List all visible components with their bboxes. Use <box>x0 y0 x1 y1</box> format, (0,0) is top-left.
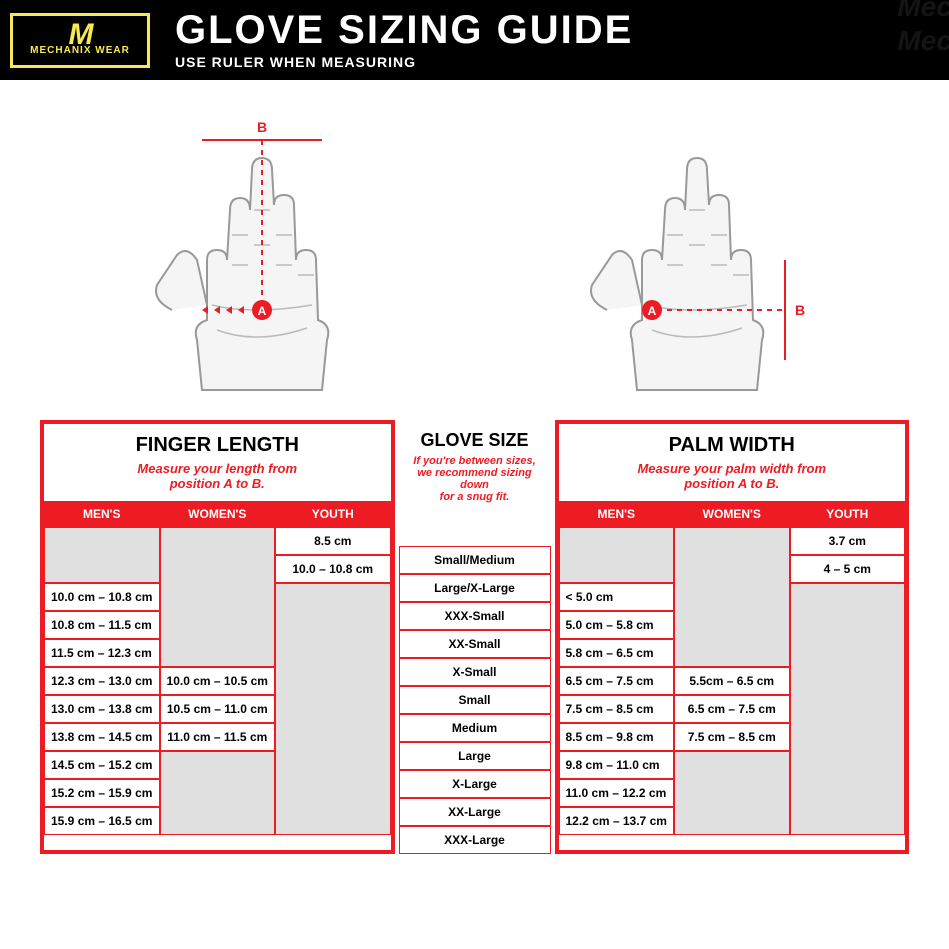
label-b: B <box>257 119 267 135</box>
glove-size-cell: XX-Small <box>399 630 551 658</box>
table-cell: 15.9 cm – 16.5 cm <box>44 807 160 835</box>
table-cell: 6.5 cm – 7.5 cm <box>559 667 675 695</box>
palm-rows: 3.7 cm4 – 5 cm < 5.0 cm5.0 cm – 5.8 cm5.8… <box>559 527 906 835</box>
table-cell <box>160 527 276 667</box>
glove-size-header: GLOVE SIZE If you're between sizes, we r… <box>399 420 551 513</box>
palm-width-diagram: B A <box>517 110 867 410</box>
hand-finger-svg: B A <box>82 110 432 410</box>
table-cell: 11.0 cm – 12.2 cm <box>559 779 675 807</box>
sizing-tables: FINGER LENGTH Measure your length from p… <box>0 420 949 874</box>
table-cell <box>674 527 790 667</box>
col-mens: MEN'S <box>44 501 160 527</box>
table-cell: 15.2 cm – 15.9 cm <box>44 779 160 807</box>
glove-size-cell: X-Small <box>399 658 551 686</box>
palm-col-headers: MEN'S WOMEN'S YOUTH <box>559 501 906 527</box>
glove-size-cell: Large/X-Large <box>399 574 551 602</box>
glove-size-column: GLOVE SIZE If you're between sizes, we r… <box>395 420 555 854</box>
table-cell: 10.0 – 10.8 cm <box>275 555 391 583</box>
table-cell: 7.5 cm – 8.5 cm <box>559 695 675 723</box>
col-mens-2: MEN'S <box>559 501 675 527</box>
table-cell: 10.5 cm – 11.0 cm <box>160 695 276 723</box>
table-cell: 10.0 cm – 10.8 cm <box>44 583 160 611</box>
glove-size-rows: Small/MediumLarge/X-LargeXXX-SmallXX-Sma… <box>399 546 551 854</box>
table-cell: 8.5 cm – 9.8 cm <box>559 723 675 751</box>
glove-size-cell: Medium <box>399 714 551 742</box>
table-cell: 10.0 cm – 10.5 cm <box>160 667 276 695</box>
finger-table-subtitle: Measure your length from position A to B… <box>52 461 383 491</box>
table-cell: 9.8 cm – 11.0 cm <box>559 751 675 779</box>
glove-size-cell: Large <box>399 742 551 770</box>
glove-size-cell: XXX-Large <box>399 826 551 854</box>
finger-col-headers: MEN'S WOMEN'S YOUTH <box>44 501 391 527</box>
finger-length-diagram: B A <box>82 110 432 410</box>
col-youth-2: YOUTH <box>790 501 906 527</box>
glove-size-cell: Small <box>399 686 551 714</box>
brand-logo: M MECHANIX WEAR <box>10 13 150 68</box>
glove-size-cell: XX-Large <box>399 798 551 826</box>
table-cell <box>674 751 790 835</box>
hand-diagrams: B A B A <box>0 80 949 420</box>
glove-size-cell: X-Large <box>399 770 551 798</box>
page-subtitle: USE RULER WHEN MEASURING <box>175 54 633 70</box>
palm-width-table: PALM WIDTH Measure your palm width from … <box>555 420 910 854</box>
label-a-2: A <box>647 304 656 318</box>
glove-size-subtitle: If you're between sizes, we recommend si… <box>403 455 547 503</box>
table-cell <box>790 583 906 835</box>
col-womens-2: WOMEN'S <box>674 501 790 527</box>
label-a: A <box>258 304 267 318</box>
table-cell: 8.5 cm <box>275 527 391 555</box>
hand-palm-svg: B A <box>517 110 867 410</box>
finger-table-title: FINGER LENGTH <box>52 434 383 457</box>
table-cell: 6.5 cm – 7.5 cm <box>674 695 790 723</box>
hand-outline <box>156 158 328 390</box>
hand-outline-2 <box>591 158 763 390</box>
table-cell: 12.2 cm – 13.7 cm <box>559 807 675 835</box>
glove-size-cell: Small/Medium <box>399 546 551 574</box>
table-cell: 12.3 cm – 13.0 cm <box>44 667 160 695</box>
table-cell: 7.5 cm – 8.5 cm <box>674 723 790 751</box>
finger-table-header: FINGER LENGTH Measure your length from p… <box>44 424 391 501</box>
logo-letter: M <box>69 24 92 45</box>
table-cell <box>559 527 675 583</box>
table-cell: 5.0 cm – 5.8 cm <box>559 611 675 639</box>
watermark-text: Mech Mech <box>897 0 949 57</box>
glove-size-cell: XXX-Small <box>399 602 551 630</box>
table-cell: 13.8 cm – 14.5 cm <box>44 723 160 751</box>
col-youth: YOUTH <box>275 501 391 527</box>
palm-table-header: PALM WIDTH Measure your palm width from … <box>559 424 906 501</box>
logo-brand-text: MECHANIX WEAR <box>30 45 130 56</box>
finger-rows: 8.5 cm10.0 – 10.8 cm10.0 cm – 10.8 cm10.… <box>44 527 391 835</box>
table-cell: 4 – 5 cm <box>790 555 906 583</box>
table-cell: 13.0 cm – 13.8 cm <box>44 695 160 723</box>
table-cell: 10.8 cm – 11.5 cm <box>44 611 160 639</box>
glove-size-title: GLOVE SIZE <box>403 430 547 451</box>
table-cell: 11.0 cm – 11.5 cm <box>160 723 276 751</box>
label-b-2: B <box>795 302 805 318</box>
table-cell: 5.8 cm – 6.5 cm <box>559 639 675 667</box>
header-text: GLOVE SIZING GUIDE USE RULER WHEN MEASUR… <box>175 10 633 70</box>
table-cell: 5.5cm – 6.5 cm <box>674 667 790 695</box>
table-cell: 14.5 cm – 15.2 cm <box>44 751 160 779</box>
page-title: GLOVE SIZING GUIDE <box>175 10 633 50</box>
table-cell: < 5.0 cm <box>559 583 675 611</box>
finger-length-table: FINGER LENGTH Measure your length from p… <box>40 420 395 854</box>
col-womens: WOMEN'S <box>160 501 276 527</box>
table-cell: 11.5 cm – 12.3 cm <box>44 639 160 667</box>
palm-table-subtitle: Measure your palm width from position A … <box>567 461 898 491</box>
header-bar: M MECHANIX WEAR GLOVE SIZING GUIDE USE R… <box>0 0 949 80</box>
table-cell <box>44 527 160 583</box>
table-cell <box>275 583 391 835</box>
palm-table-title: PALM WIDTH <box>567 434 898 457</box>
table-cell <box>160 751 276 835</box>
table-cell: 3.7 cm <box>790 527 906 555</box>
